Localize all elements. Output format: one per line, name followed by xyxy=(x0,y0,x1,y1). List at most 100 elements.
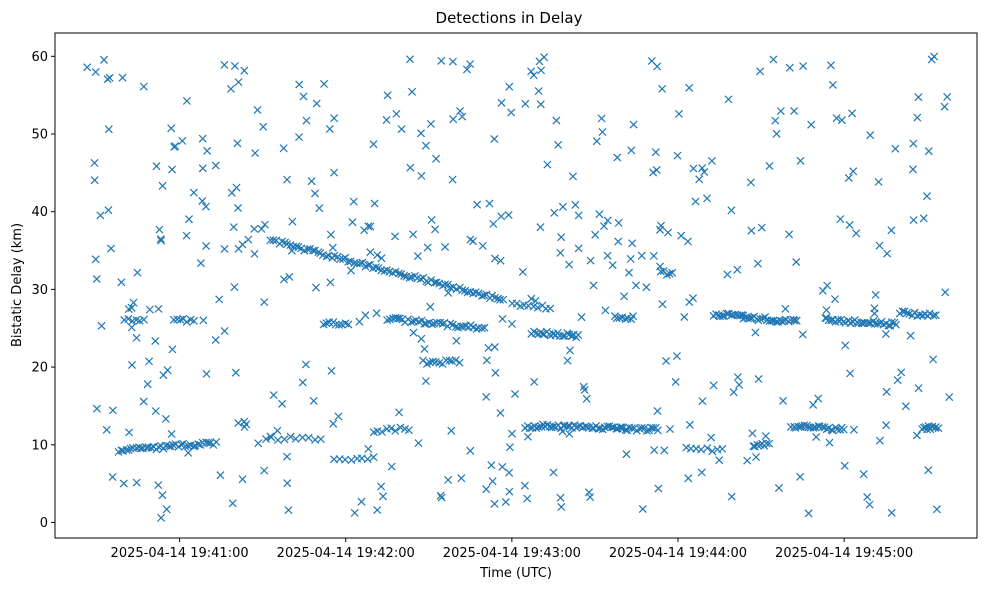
detection-marker xyxy=(229,223,238,232)
detection-marker xyxy=(480,323,489,332)
detection-marker xyxy=(447,426,456,435)
detection-marker xyxy=(284,506,293,515)
detection-marker xyxy=(649,424,658,433)
detection-marker xyxy=(260,298,269,307)
detection-marker xyxy=(408,87,417,96)
detection-marker xyxy=(617,423,627,432)
detection-marker xyxy=(444,475,453,484)
detection-marker xyxy=(397,125,406,134)
detection-marker xyxy=(546,304,555,313)
detection-marker xyxy=(383,316,392,325)
detection-marker xyxy=(189,316,199,325)
detection-marker xyxy=(823,281,832,290)
detection-marker xyxy=(421,141,430,150)
detection-marker xyxy=(462,65,472,74)
detection-marker xyxy=(536,100,545,109)
detection-marker xyxy=(779,396,788,405)
detection-marker xyxy=(158,491,167,500)
detection-marker xyxy=(568,331,577,340)
detection-marker xyxy=(852,229,861,238)
detection-marker xyxy=(841,341,850,350)
detection-marker xyxy=(620,292,629,301)
detection-marker xyxy=(558,332,568,341)
detection-marker xyxy=(754,374,763,384)
detection-marker xyxy=(874,177,883,186)
detection-marker xyxy=(665,425,675,434)
detection-marker xyxy=(906,331,915,340)
detection-marker xyxy=(448,175,457,184)
detection-marker xyxy=(708,447,717,456)
detection-marker xyxy=(421,377,430,386)
x-tick-label: 2025-04-14 19:42:00 xyxy=(277,546,415,561)
detection-marker xyxy=(697,468,706,477)
detection-marker xyxy=(761,432,770,441)
detection-marker xyxy=(712,310,721,319)
detection-marker xyxy=(91,67,100,77)
detection-marker xyxy=(383,91,392,100)
detection-marker xyxy=(684,474,693,483)
detection-marker xyxy=(400,271,409,280)
detection-marker xyxy=(344,320,353,329)
detection-marker xyxy=(523,494,532,503)
detection-marker xyxy=(409,328,418,337)
detection-marker xyxy=(382,115,391,125)
detection-marker xyxy=(614,218,623,227)
detection-marker xyxy=(260,220,269,229)
detection-marker xyxy=(668,268,677,277)
detection-marker xyxy=(586,493,595,502)
detection-marker xyxy=(531,296,540,305)
detection-marker xyxy=(743,456,752,465)
detection-marker xyxy=(127,360,137,370)
detection-marker xyxy=(537,422,546,431)
detection-marker xyxy=(607,423,616,432)
detection-marker xyxy=(826,61,835,70)
detection-marker xyxy=(395,314,404,323)
y-tick-label: 10 xyxy=(31,438,48,453)
detection-marker xyxy=(182,231,191,240)
detection-marker xyxy=(785,230,794,239)
detection-marker xyxy=(474,323,483,332)
detection-marker xyxy=(912,431,921,440)
detection-marker xyxy=(417,171,426,180)
x-axis-title: Time (UTC) xyxy=(479,566,552,581)
detection-marker xyxy=(574,422,583,431)
detection-marker xyxy=(171,142,180,151)
detection-marker xyxy=(613,153,622,162)
detection-marker xyxy=(637,251,646,260)
detection-marker xyxy=(350,508,359,517)
detection-marker xyxy=(727,206,736,215)
detection-marker xyxy=(326,278,335,287)
detection-marker xyxy=(558,202,567,211)
detection-marker xyxy=(536,223,545,232)
detection-marker xyxy=(753,440,762,449)
detection-marker xyxy=(505,443,514,452)
detection-marker xyxy=(369,140,378,149)
detection-marker xyxy=(489,219,498,228)
detection-marker xyxy=(557,502,566,511)
detection-marker xyxy=(765,439,774,448)
detection-marker xyxy=(427,215,436,224)
detection-marker xyxy=(691,197,700,206)
detection-marker xyxy=(798,330,807,339)
detection-marker xyxy=(881,329,890,339)
detection-marker xyxy=(901,402,910,411)
detection-marker xyxy=(934,424,943,433)
detection-marker xyxy=(908,165,918,174)
detection-marker xyxy=(230,283,239,292)
detection-marker xyxy=(785,63,794,72)
detection-marker xyxy=(124,314,133,323)
detection-marker xyxy=(762,439,771,448)
detection-marker xyxy=(358,258,367,267)
detection-marker xyxy=(220,244,229,254)
detection-marker xyxy=(932,505,941,514)
detection-marker xyxy=(656,262,665,271)
detection-marker xyxy=(746,178,755,187)
detection-marker xyxy=(416,274,425,284)
detection-marker xyxy=(240,417,249,426)
detection-marker xyxy=(505,487,514,496)
y-tick-label: 30 xyxy=(31,283,48,298)
detection-marker xyxy=(505,82,514,91)
detection-marker xyxy=(589,281,598,290)
detection-marker xyxy=(278,399,287,408)
detection-marker xyxy=(238,475,247,484)
